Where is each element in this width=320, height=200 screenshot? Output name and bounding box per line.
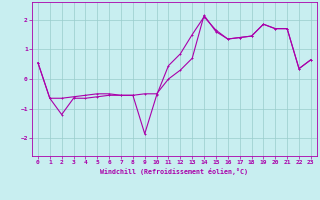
X-axis label: Windchill (Refroidissement éolien,°C): Windchill (Refroidissement éolien,°C) <box>100 168 248 175</box>
